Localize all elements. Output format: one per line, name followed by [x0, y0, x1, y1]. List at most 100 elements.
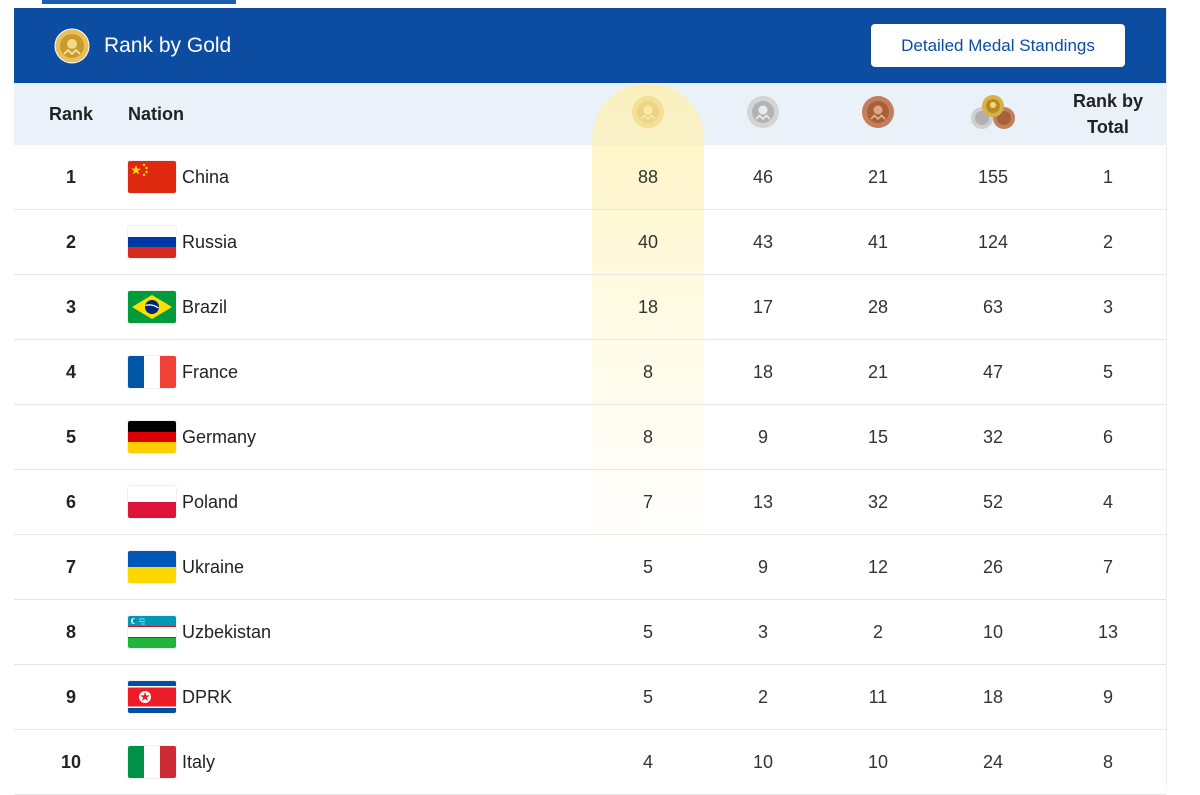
total-count: 124: [977, 231, 1009, 252]
nation-cell[interactable]: Germany: [128, 405, 256, 469]
nation-cell[interactable]: Poland: [128, 470, 238, 534]
rank-cell: 2: [65, 231, 76, 252]
ukraine-flag-icon: [128, 551, 176, 583]
gold-count: 40: [637, 231, 659, 252]
total-count: 52: [982, 491, 1004, 512]
poland-flag-icon: [128, 486, 176, 518]
rank-cell: 10: [60, 751, 82, 772]
bronze-count: 28: [867, 296, 889, 317]
table-row: 10 Italy 4 10 10 24 8: [14, 730, 1166, 795]
rank-by-total-cell: 1: [1102, 166, 1113, 187]
bronze-count: 10: [867, 751, 889, 772]
silver-count: 9: [757, 426, 768, 447]
panel-right-border: [1166, 8, 1167, 789]
table-row: 6 Poland 7 13 32 52 4: [14, 470, 1166, 535]
rank-cell: 4: [65, 361, 76, 382]
nation-cell[interactable]: Ukraine: [128, 535, 244, 599]
rank-cell: 7: [65, 556, 76, 577]
medal-table-body: 1 China 88 46 21 155 1 2 Russia 40 43 41…: [14, 145, 1166, 795]
bronze-count: 41: [867, 231, 889, 252]
rank-cell: 5: [65, 426, 76, 447]
rank-by-total-cell: 2: [1102, 231, 1113, 252]
header-nation: Nation: [128, 103, 184, 124]
total-count: 63: [982, 296, 1004, 317]
silver-count: 3: [757, 621, 768, 642]
nation-name: Italy: [182, 751, 216, 772]
bronze-count: 32: [867, 491, 889, 512]
gold-count: 8: [642, 361, 653, 382]
italy-flag-icon: [128, 746, 176, 778]
nation-name: Brazil: [182, 296, 228, 317]
rank-by-total-cell: 5: [1102, 361, 1113, 382]
table-header: Rank Nation: [14, 83, 1166, 145]
nation-name: France: [182, 361, 239, 382]
rank-by-total-cell: 3: [1102, 296, 1113, 317]
total-count: 155: [977, 166, 1009, 187]
silver-count: 18: [752, 361, 774, 382]
bronze-medal-icon: [860, 94, 896, 135]
header-rank-by-total-line1: Rank by: [1072, 91, 1144, 111]
header-rank-by-total: Rank by Total: [1058, 83, 1158, 145]
nation-name: Germany: [182, 426, 257, 447]
silver-count: 2: [757, 686, 768, 707]
bronze-count: 12: [867, 556, 889, 577]
gold-count: 8: [642, 426, 653, 447]
rank-cell: 8: [65, 621, 76, 642]
gold-count: 5: [642, 686, 653, 707]
gold-count: 5: [642, 556, 653, 577]
table-row: 5 Germany 8 9 15 32 6: [14, 405, 1166, 470]
rank-cell: 6: [65, 491, 76, 512]
rank-cell: 3: [65, 296, 76, 317]
gold-count: 5: [642, 621, 653, 642]
header-rank: Rank: [48, 103, 93, 124]
nation-name: Poland: [182, 491, 239, 512]
table-row: 3 Brazil 18 17 28 63 3: [14, 275, 1166, 340]
gold-medal-icon: [630, 94, 666, 135]
table-row: 2 Russia 40 43 41 124 2: [14, 210, 1166, 275]
france-flag-icon: [128, 356, 176, 388]
silver-count: 17: [752, 296, 774, 317]
rank-by-total-cell: 8: [1102, 751, 1113, 772]
header-bronze: [858, 83, 898, 145]
silver-count: 13: [752, 491, 774, 512]
nation-cell[interactable]: France: [128, 340, 238, 404]
uzbekistan-flag-icon: [128, 616, 176, 648]
china-flag-icon: [128, 161, 176, 193]
table-row: 8 Uzbekistan 5 3 2 10 13: [14, 600, 1166, 665]
header-silver: [743, 83, 783, 145]
nation-cell[interactable]: Uzbekistan: [128, 600, 271, 664]
total-count: 10: [982, 621, 1004, 642]
silver-count: 10: [752, 751, 774, 772]
bronze-count: 21: [867, 361, 889, 382]
nation-name: Ukraine: [182, 556, 245, 577]
table-row: 9 DPRK 5 2 11 18 9: [14, 665, 1166, 730]
bronze-count: 21: [867, 166, 889, 187]
gold-medal-icon: [54, 28, 90, 69]
silver-medal-icon: [745, 94, 781, 135]
total-count: 18: [982, 686, 1004, 707]
nation-cell[interactable]: Russia: [128, 210, 237, 274]
gold-count: 7: [642, 491, 653, 512]
rank-by-total-cell: 4: [1102, 491, 1113, 512]
detailed-medal-standings-button[interactable]: Detailed Medal Standings: [871, 24, 1125, 67]
germany-flag-icon: [128, 421, 176, 453]
rank-by-total-cell: 7: [1102, 556, 1113, 577]
nation-cell[interactable]: Italy: [128, 730, 215, 794]
nation-cell[interactable]: Brazil: [128, 275, 227, 339]
rank-by-total-cell: 6: [1102, 426, 1113, 447]
brazil-flag-icon: [128, 291, 176, 323]
table-row: 4 France 8 18 21 47 5: [14, 340, 1166, 405]
nation-cell[interactable]: DPRK: [128, 665, 232, 729]
banner-title: Rank by Gold: [104, 34, 232, 57]
nation-name: Uzbekistan: [182, 621, 272, 642]
gold-count: 4: [642, 751, 653, 772]
dprk-flag-icon: [128, 681, 176, 713]
silver-count: 46: [752, 166, 774, 187]
total-count: 47: [982, 361, 1004, 382]
header-total: [968, 83, 1018, 145]
russia-flag-icon: [128, 226, 176, 258]
nation-cell[interactable]: China: [128, 145, 229, 209]
rank-cell: 1: [65, 166, 76, 187]
gold-count: 88: [637, 166, 659, 187]
rank-by-total-cell: 13: [1097, 621, 1119, 642]
